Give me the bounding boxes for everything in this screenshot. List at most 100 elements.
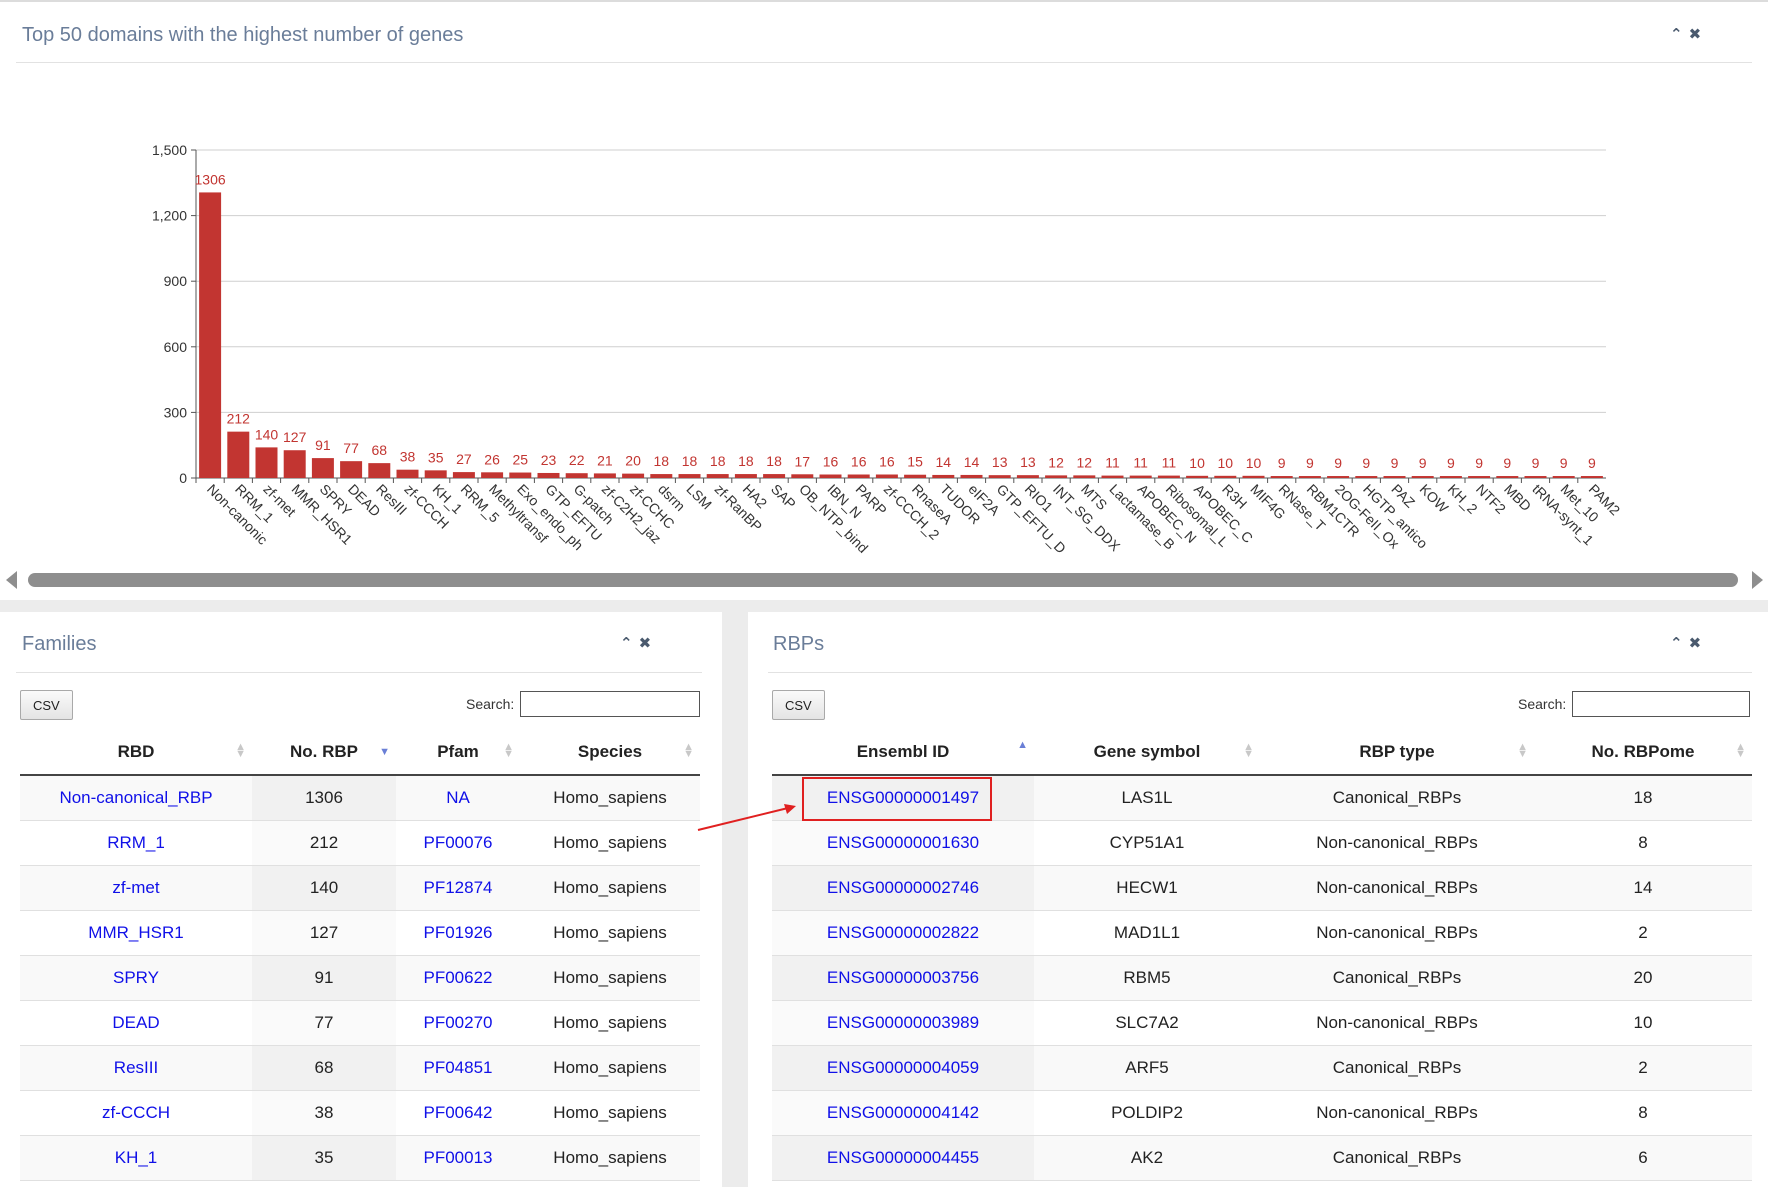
column-header-label: Pfam (437, 741, 479, 761)
pfam-link[interactable]: PF01926 (423, 923, 493, 942)
pfam-cell[interactable]: PF00076 (396, 820, 520, 866)
column-header-label: RBD (117, 741, 155, 761)
ensembl-id-link[interactable]: ENSG00000001630 (826, 833, 980, 852)
rbd-cell[interactable]: SPRY (20, 955, 252, 1001)
close-icon[interactable]: ✖ (1688, 635, 1708, 652)
bar (255, 447, 278, 478)
ensembl-id-cell[interactable]: ENSG00000002746 (772, 865, 1034, 911)
ensembl-id-cell[interactable]: ENSG00000004142 (772, 1090, 1034, 1136)
ensembl-id-cell[interactable]: ENSG00000004455 (772, 1135, 1034, 1181)
ensembl-id-cell[interactable]: ENSG00000003989 (772, 1000, 1034, 1046)
pfam-link[interactable]: PF00270 (423, 1013, 493, 1032)
ensembl-id-cell[interactable]: ENSG00000001630 (772, 820, 1034, 866)
ensembl-id-link[interactable]: ENSG00000003989 (826, 1013, 980, 1032)
data-label: 13 (1020, 454, 1036, 470)
rbd-link[interactable]: DEAD (112, 1013, 160, 1032)
pfam-link[interactable]: NA (446, 788, 470, 807)
panel-gap (0, 600, 1768, 612)
column-header-rbp-type[interactable]: RBP type ▲ ▼ (1260, 729, 1534, 776)
pfam-link[interactable]: PF00642 (423, 1103, 493, 1122)
column-header-species[interactable]: Species ▲ ▼ (520, 729, 700, 776)
table-row: zf-CCCH 38 PF00642 Homo_sapiens (20, 1090, 700, 1136)
ensembl-id-link[interactable]: ENSG00000003756 (826, 968, 980, 987)
no-rbp-cell: 91 (252, 955, 396, 1001)
ensembl-id-link[interactable]: ENSG00000004455 (826, 1148, 980, 1167)
data-label: 13 (992, 454, 1008, 470)
rbd-link[interactable]: ResIII (113, 1058, 159, 1077)
data-label: 10 (1189, 455, 1205, 471)
rbd-cell[interactable]: zf-met (20, 865, 252, 911)
rbd-cell[interactable]: zf-CCCH (20, 1090, 252, 1136)
rbd-cell[interactable]: ResIII (20, 1045, 252, 1091)
rbps-search-input[interactable] (1572, 691, 1750, 717)
bar (734, 474, 757, 478)
pfam-cell[interactable]: PF00642 (396, 1090, 520, 1136)
pfam-link[interactable]: PF00622 (423, 968, 493, 987)
gene-symbol-cell: ARF5 (1034, 1045, 1260, 1091)
rbd-link[interactable]: zf-CCCH (102, 1103, 170, 1122)
no-rbpome-cell: 8 (1534, 820, 1752, 866)
pfam-cell[interactable]: PF00013 (396, 1135, 520, 1181)
bar (1045, 475, 1068, 478)
column-header-gene-symbol[interactable]: Gene symbol ▲ ▼ (1034, 729, 1260, 776)
ensembl-id-link[interactable]: ENSG00000004142 (826, 1103, 980, 1122)
pfam-link[interactable]: PF04851 (423, 1058, 493, 1077)
rbd-cell[interactable]: MMR_HSR1 (20, 910, 252, 956)
rbd-link[interactable]: Non-canonical_RBP (59, 788, 213, 807)
column-header-pfam[interactable]: Pfam ▲ ▼ (396, 729, 520, 776)
rbps-csv-button[interactable]: CSV (772, 690, 825, 720)
rbd-link[interactable]: MMR_HSR1 (88, 923, 184, 942)
scroll-right-arrow-icon[interactable] (1752, 571, 1763, 589)
gene-symbol-cell: POLDIP2 (1034, 1090, 1260, 1136)
column-header-no-rbpome[interactable]: No. RBPome ▲ ▼ (1534, 729, 1752, 776)
close-icon[interactable]: ✖ (1688, 26, 1708, 43)
pfam-link[interactable]: PF00013 (423, 1148, 493, 1167)
column-header-rbd[interactable]: RBD ▲ ▼ (20, 729, 252, 776)
families-search-label: Search: (466, 696, 515, 712)
ensembl-id-link[interactable]: ENSG00000002822 (826, 923, 980, 942)
data-label: 12 (1077, 454, 1093, 470)
ensembl-id-link[interactable]: ENSG00000002746 (826, 878, 980, 897)
families-csv-button[interactable]: CSV (20, 690, 73, 720)
chevron-up-icon[interactable]: ⌃ (1670, 635, 1689, 652)
chevron-up-icon[interactable]: ⌃ (1670, 26, 1689, 43)
rbd-cell[interactable]: DEAD (20, 1000, 252, 1046)
column-header-ensembl-id[interactable]: Ensembl ID ▲ (772, 729, 1034, 776)
bar (1242, 475, 1265, 478)
rbd-cell[interactable]: KH_1 (20, 1135, 252, 1181)
pfam-cell[interactable]: NA (396, 775, 520, 821)
bar (565, 473, 588, 478)
ensembl-id-cell[interactable]: ENSG00000004059 (772, 1045, 1034, 1091)
table-row: zf-met 140 PF12874 Homo_sapiens (20, 865, 700, 911)
ensembl-id-link[interactable]: ENSG00000004059 (826, 1058, 980, 1077)
column-header-no-rbp[interactable]: No. RBP ▼ (252, 729, 396, 776)
ensembl-id-cell[interactable]: ENSG00000002822 (772, 910, 1034, 956)
pfam-link[interactable]: PF00076 (423, 833, 493, 852)
ensembl-id-cell[interactable]: ENSG00000003756 (772, 955, 1034, 1001)
pfam-cell[interactable]: PF12874 (396, 865, 520, 911)
gene-symbol-cell: HECW1 (1034, 865, 1260, 911)
families-search-input[interactable] (520, 691, 700, 717)
data-label: 26 (484, 451, 500, 467)
pfam-link[interactable]: PF12874 (423, 878, 493, 897)
rbd-cell[interactable]: RRM_1 (20, 820, 252, 866)
chart-panel-divider (16, 62, 1752, 63)
ensembl-id-link[interactable]: ENSG00000001497 (826, 788, 980, 807)
data-label: 1306 (195, 171, 226, 187)
pfam-cell[interactable]: PF01926 (396, 910, 520, 956)
rbd-link[interactable]: RRM_1 (107, 833, 165, 852)
chart-horizontal-scrollbar[interactable] (28, 573, 1738, 587)
bar (593, 473, 616, 478)
close-icon[interactable]: ✖ (638, 635, 658, 652)
pfam-cell[interactable]: PF00270 (396, 1000, 520, 1046)
pfam-cell[interactable]: PF04851 (396, 1045, 520, 1091)
pfam-cell[interactable]: PF00622 (396, 955, 520, 1001)
sort-both-icon: ▲ ▼ (1517, 741, 1528, 760)
rbd-link[interactable]: KH_1 (114, 1148, 158, 1167)
rbd-cell[interactable]: Non-canonical_RBP (20, 775, 252, 821)
rbd-link[interactable]: SPRY (113, 968, 159, 987)
rbd-link[interactable]: zf-met (112, 878, 160, 897)
no-rbpome-cell: 2 (1534, 910, 1752, 956)
chevron-up-icon[interactable]: ⌃ (620, 635, 639, 652)
scroll-left-arrow-icon[interactable] (6, 571, 17, 589)
